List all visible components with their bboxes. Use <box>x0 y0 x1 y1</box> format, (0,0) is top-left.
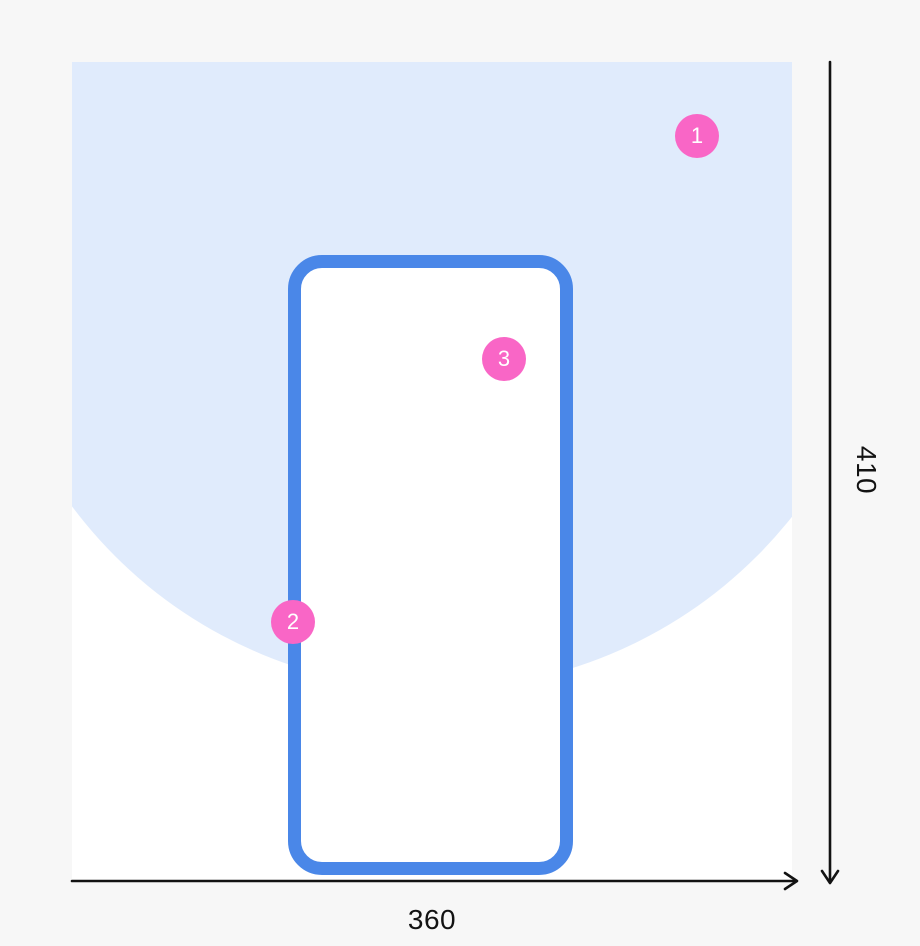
callout-marker-2-label: 2 <box>286 609 300 634</box>
design-canvas: 1 2 3 <box>72 62 792 880</box>
callout-marker-3-label: 3 <box>497 346 511 371</box>
device-frame <box>288 255 573 875</box>
callout-marker-3: 3 <box>482 337 526 381</box>
height-dimension-label: 410 <box>851 445 882 495</box>
callout-marker-1-label: 1 <box>690 123 704 148</box>
arrow-down-icon <box>820 869 840 885</box>
callout-marker-1: 1 <box>675 114 719 158</box>
width-dimension-label: 360 <box>407 904 457 935</box>
callout-marker-2: 2 <box>271 600 315 644</box>
